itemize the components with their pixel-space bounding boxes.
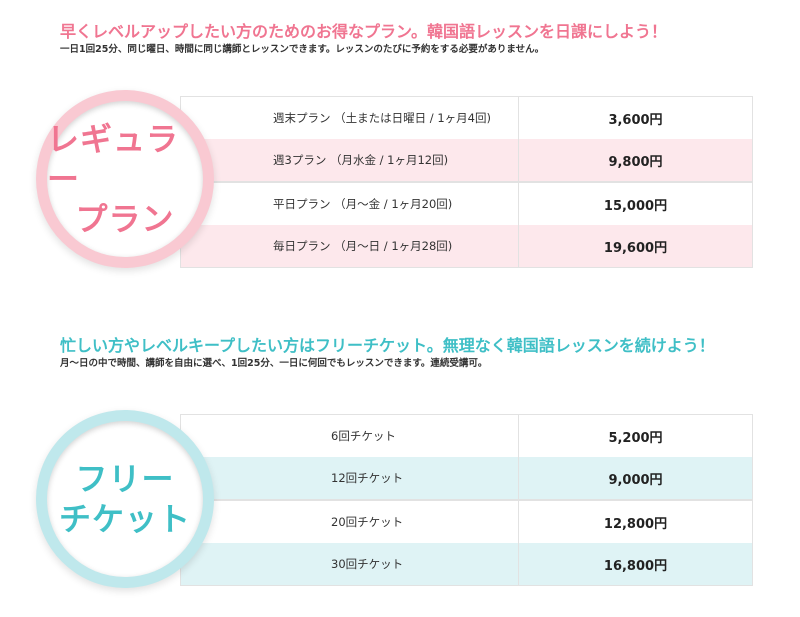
regular-group-2: 平日プラン （月～金 / 1ヶ月20回) 15,000円 毎日プラン （月～日 … bbox=[180, 182, 753, 268]
table-row: 平日プラン （月～金 / 1ヶ月20回) 15,000円 bbox=[181, 183, 752, 225]
ticket-name: 30回チケット bbox=[331, 557, 404, 571]
free-subline: 月～日の中で時間、講師を自由に選べ、1回25分、一日に何回でもレッスンできます。… bbox=[60, 358, 488, 369]
regular-plan-badge-inner: レギュラー プラン bbox=[47, 101, 203, 257]
regular-price-table: 週末プラン （土または日曜日 / 1ヶ月4回) 3,600円 週3プラン （月水… bbox=[180, 96, 753, 268]
free-ticket-badge: フリー チケット bbox=[36, 410, 214, 588]
badge-text-line1: レギュラー bbox=[47, 120, 180, 198]
ticket-price: 16,800円 bbox=[518, 543, 752, 585]
plan-price: 19,600円 bbox=[518, 225, 752, 267]
free-group-2: 20回チケット 12,800円 30回チケット 16,800円 bbox=[180, 500, 753, 586]
badge-text-line2: チケット bbox=[58, 500, 191, 538]
table-row: 6回チケット 5,200円 bbox=[181, 415, 752, 457]
plan-name: 毎日プラン （月～日 / 1ヶ月28回) bbox=[273, 239, 453, 253]
free-headline: 忙しい方やレベルキープしたい方はフリーチケット。無理なく韓国語レッスンを続けよう… bbox=[60, 336, 715, 355]
ticket-price: 9,000円 bbox=[518, 457, 752, 499]
plan-name: 週末プラン （土または日曜日 / 1ヶ月4回) bbox=[273, 111, 491, 125]
free-ticket-badge-inner: フリー チケット bbox=[47, 421, 203, 577]
plan-price: 9,800円 bbox=[518, 139, 752, 181]
free-price-table: 6回チケット 5,200円 12回チケット 9,000円 20回チケット 12,… bbox=[180, 414, 753, 586]
table-row: 週末プラン （土または日曜日 / 1ヶ月4回) 3,600円 bbox=[181, 97, 752, 139]
regular-headline: 早くレベルアップしたい方のためのお得なプラン。韓国語レッスンを日課にしよう！ bbox=[60, 22, 668, 41]
badge-text-line1: フリー bbox=[75, 460, 175, 498]
table-row: 12回チケット 9,000円 bbox=[181, 457, 752, 499]
plan-name: 週3プラン （月水金 / 1ヶ月12回) bbox=[273, 153, 449, 167]
table-row: 20回チケット 12,800円 bbox=[181, 501, 752, 543]
plan-price: 3,600円 bbox=[518, 97, 752, 139]
ticket-price: 5,200円 bbox=[518, 415, 752, 457]
plan-name: 平日プラン （月～金 / 1ヶ月20回) bbox=[273, 197, 453, 211]
ticket-price: 12,800円 bbox=[518, 501, 752, 543]
ticket-name: 12回チケット bbox=[331, 471, 404, 485]
table-row: 毎日プラン （月～日 / 1ヶ月28回) 19,600円 bbox=[181, 225, 752, 267]
plan-price: 15,000円 bbox=[518, 183, 752, 225]
badge-text-line2: プラン bbox=[75, 200, 175, 238]
ticket-name: 20回チケット bbox=[331, 515, 404, 529]
regular-subline: 一日1回25分、同じ曜日、時間に同じ講師とレッスンできます。レッスンのたびに予約… bbox=[60, 44, 545, 55]
regular-group-1: 週末プラン （土または日曜日 / 1ヶ月4回) 3,600円 週3プラン （月水… bbox=[180, 96, 753, 182]
table-row: 週3プラン （月水金 / 1ヶ月12回) 9,800円 bbox=[181, 139, 752, 181]
regular-plan-badge: レギュラー プラン bbox=[36, 90, 214, 268]
free-group-1: 6回チケット 5,200円 12回チケット 9,000円 bbox=[180, 414, 753, 500]
ticket-name: 6回チケット bbox=[331, 429, 396, 443]
table-row: 30回チケット 16,800円 bbox=[181, 543, 752, 585]
